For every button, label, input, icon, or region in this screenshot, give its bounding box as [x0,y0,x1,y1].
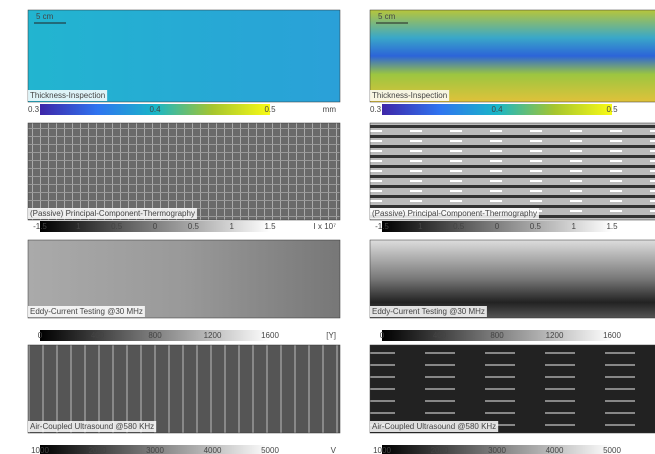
colorbar-tick-label: 1600 [603,331,621,340]
colorbar-unit: [Y] [326,331,336,340]
colorbar-tick-label: 0.5 [264,105,276,114]
colorbar [40,445,270,454]
inspection-image [27,122,341,221]
label-background [28,208,197,219]
colorbar [40,104,270,115]
colorbar-unit: I x 10⁷ [314,222,337,231]
colorbar-tick-label: 1.5 [606,222,618,231]
colorbar-tick-label: 3000 [146,446,164,454]
colorbar-tick-label: 800 [148,331,162,340]
colorbar-tick-label: 0.5 [530,222,542,231]
panel-label: (Passive) Principal-Component-Thermograp… [372,209,537,218]
colorbar-tick-label: 1000 [31,446,49,454]
label-background [370,421,499,432]
colorbar-tick-label: 0.4 [149,105,161,114]
colorbar-tick-label: 0 [380,331,385,340]
colorbar-tick-label: 1 [571,222,576,231]
colorbar-tick-label: 1 [229,222,234,231]
inspection-image [369,122,655,221]
colorbar-tick-label: 0 [153,222,158,231]
panel-label: (Passive) Principal-Component-Thermograp… [30,209,195,218]
inspection-image [369,9,655,103]
colorbar [382,221,612,232]
colorbar-tick-label: 5000 [261,446,279,454]
label-background [370,208,539,219]
inspection-image [27,344,341,434]
colorbar-tick-label: 0 [38,331,43,340]
colorbar-tick-label: 4000 [204,446,222,454]
colorbar-tick-label: 0.5 [111,222,123,231]
colorbar-tick-label: 1200 [204,331,222,340]
colorbar-tick-label: 0.5 [453,222,465,231]
colorbar-tick-label: 0 [495,222,500,231]
colorbar-unit: V [331,446,337,454]
panel-label: Air-Coupled Ultrasound @580 KHz [30,422,154,431]
colorbar-tick-label: 0.3 [370,105,382,114]
colorbar [382,330,612,341]
panel-label: Eddy-Current Testing @30 MHz [372,307,485,316]
label-background [28,421,157,432]
colorbar-tick-label: 400 [433,331,447,340]
label-background [28,306,145,317]
colorbar-tick-label: 1200 [546,331,564,340]
colorbar-tick-label: 0.5 [606,105,618,114]
colorbar-tick-label: 400 [91,331,105,340]
colorbar-tick-label: 1000 [373,446,391,454]
panel-label: Thickness-Inspection [372,91,447,100]
colorbar-tick-label: 1600 [261,331,279,340]
colorbar-tick-label: -1.5 [375,222,389,231]
inspection-image [27,239,341,319]
colorbar-tick-label: 5000 [603,446,621,454]
colorbar-tick-label: 1 [76,222,81,231]
colorbar-tick-label: 4000 [546,446,564,454]
label-background [370,90,450,101]
colorbar-tick-label: 2000 [89,446,107,454]
colorbar-tick-label: 1 [418,222,423,231]
panel-label: Thickness-Inspection [30,91,105,100]
label-background [28,90,108,101]
colorbar [382,445,612,454]
colorbar [382,104,612,115]
inspection-image [369,239,655,319]
colorbar-tick-label: 1.5 [264,222,276,231]
colorbar-unit: mm [323,105,337,114]
scale-bar-label: 5 cm [36,12,54,21]
colorbar-tick-label: 3000 [488,446,506,454]
colorbar [40,221,270,232]
colorbar-tick-label: 800 [490,331,504,340]
colorbar-tick-label: 0.4 [491,105,503,114]
colorbar-tick-label: 0.3 [28,105,40,114]
colorbar-tick-label: 2000 [431,446,449,454]
colorbar [40,330,270,341]
colorbar-tick-label: -1.5 [33,222,47,231]
panel-label: Eddy-Current Testing @30 MHz [30,307,143,316]
inspection-image [369,344,655,434]
panel-label: Air-Coupled Ultrasound @580 KHz [372,422,496,431]
scale-bar-label: 5 cm [378,12,396,21]
colorbar-tick-label: 0.5 [188,222,200,231]
label-background [370,306,487,317]
inspection-image [27,9,341,103]
